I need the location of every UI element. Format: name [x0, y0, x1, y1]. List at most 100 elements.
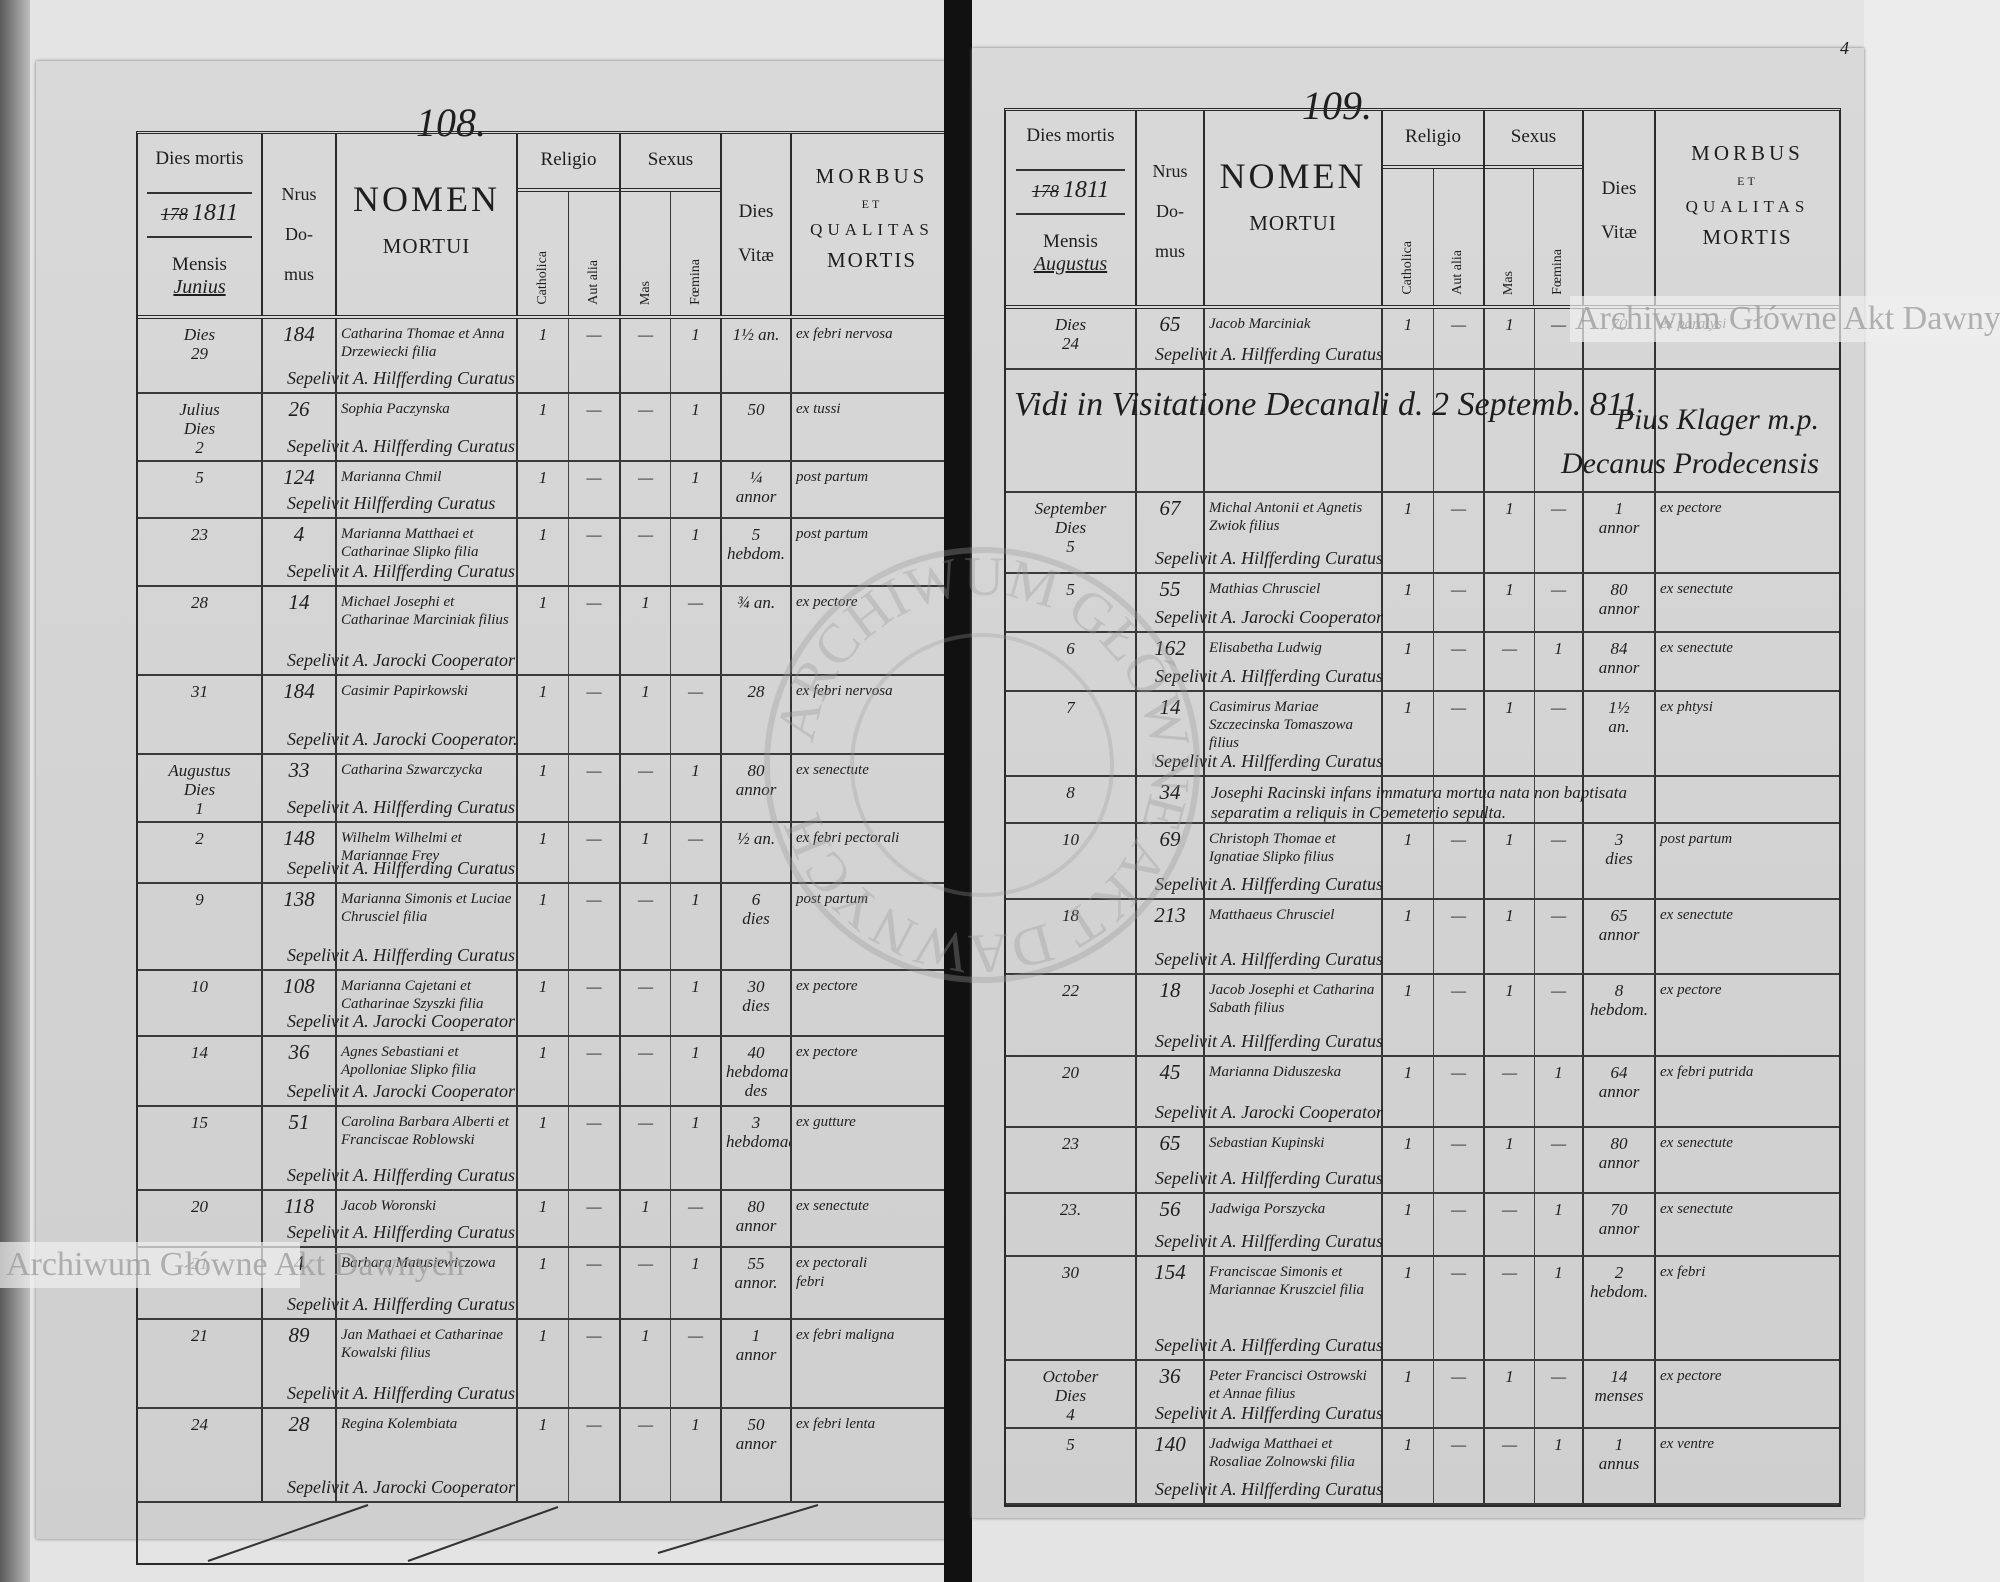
cell-age: 80 annor: [722, 1191, 792, 1246]
cell-foemina: 1: [671, 884, 722, 969]
cell-foemina: 1: [671, 1107, 722, 1189]
table-row: 5 140 Jadwiga Matthaei et Rosaliae Zolnows…: [1006, 1429, 1839, 1505]
header-sexus: Sexus Mas Fœmina: [1485, 111, 1584, 305]
cell-date: 23: [138, 519, 263, 585]
burial-note: Sepelivit A. Hilfferding Curatus: [1155, 1403, 1383, 1423]
cell-name: Sophia Paczynska: [337, 394, 518, 460]
label-mas: Mas: [637, 280, 653, 305]
cell-catholica: 1: [1383, 633, 1434, 690]
cell-cause: ex pectore: [796, 978, 858, 994]
cell-name: Mathias Chrusciel: [1205, 574, 1383, 631]
cell-date: 6: [1006, 633, 1137, 690]
cell-age: 1 annor: [1584, 493, 1656, 572]
cell-foemina: —: [1535, 824, 1584, 898]
cell-cause: ex senectute: [1660, 1135, 1733, 1151]
table-row: 2 148 Wilhelm Wilhelmi et Mariannae Frey 1—…: [138, 823, 952, 884]
cell-catholica: 1: [1383, 309, 1434, 368]
cell-age: 1½ an.: [1584, 692, 1656, 775]
cell-name: Barbara Matusiewiczowa: [337, 1248, 518, 1318]
label-religio: Religio: [1383, 111, 1483, 169]
table-row: 20 45 Marianna Diduszeska 1— —1 64 annor ex fe…: [1006, 1057, 1839, 1128]
cell-mas: —: [621, 755, 671, 821]
header-dies-vitae: Dies Vitæ: [1584, 111, 1656, 305]
year-value: 1811: [1062, 177, 1110, 203]
cell-aut-alia: —: [1434, 574, 1485, 631]
table-row: 31 184 Casimir Papirkowski 1—1—28 ex febri n…: [138, 676, 952, 755]
cell-cause: [1656, 777, 1839, 822]
burial-note: Sepelivit A. Hilfferding Curatus: [1155, 1479, 1383, 1499]
cell-aut-alia: —: [569, 1037, 621, 1105]
table-row: 21 89 Jan Mathaei et Catharinae Kowalski f…: [138, 1320, 952, 1409]
cell-cause: ex pectore: [1660, 982, 1722, 998]
cell-age: 84 annor: [1584, 633, 1656, 690]
label-mas: Mas: [1501, 270, 1516, 295]
cell-house: 18: [1137, 975, 1205, 1055]
label-morbus: MORBUS: [1691, 141, 1804, 165]
cell-foemina: 1: [671, 519, 722, 585]
cell-catholica: 1: [1383, 1429, 1434, 1503]
header-religio: Religio Catholica Aut alia: [1383, 111, 1485, 305]
cell-foemina: 1: [671, 462, 722, 517]
cell-date: 24: [138, 1409, 263, 1501]
cell-foemina: 1: [1535, 1194, 1584, 1255]
watermark-backdrop: [1570, 296, 2000, 342]
cell-cause: ex febri nervosa: [796, 683, 893, 699]
cell-mas: [1485, 777, 1535, 822]
cell-age: 3 dies: [1584, 824, 1656, 898]
cell-name: Agnes Sebastiani et Apolloniae Slipko fi…: [337, 1037, 518, 1105]
cell-mas: —: [621, 462, 671, 517]
cell-date: 7: [1006, 692, 1137, 775]
cell-name: Catharina Thomae et Anna Drzewiecki fili…: [337, 319, 518, 392]
cell-cause: ex pectore: [1660, 1368, 1722, 1384]
table-row: 6 162 Elisabetha Ludwig 1— —1 84 annor ex sene…: [1006, 633, 1839, 692]
label-do: Do-: [1156, 201, 1184, 221]
month-value: Junius: [173, 276, 226, 298]
cell-foemina: —: [671, 587, 722, 674]
cell-name: Jacob Woronski: [337, 1191, 518, 1246]
cell-aut-alia: —: [1434, 493, 1485, 572]
burial-note: Sepelivit A. Jarocki Cooperator: [1155, 607, 1383, 627]
cell-catholica: 1: [1383, 493, 1434, 572]
cell-house: 28: [263, 1409, 337, 1501]
table-row: October Dies 4 36 Peter Francisci Ostrowsk…: [1006, 1361, 1839, 1429]
label-nomen: NOMEN: [353, 179, 500, 219]
cell-aut-alia: —: [1434, 1257, 1485, 1359]
cell-age: 1 annus: [1584, 1429, 1656, 1503]
cell-foemina: —: [671, 823, 722, 882]
cell-catholica: 1: [518, 519, 569, 585]
table-row: 14 36 Agnes Sebastiani et Apolloniae Slipk…: [138, 1037, 952, 1107]
table-row: 20 118 Jacob Woronski 1—1—80 annor ex senect…: [138, 1191, 952, 1248]
cell-date: 10: [138, 971, 263, 1035]
cell-age: 50 annor: [722, 1409, 792, 1501]
label-dies: Dies: [738, 201, 774, 222]
cell-house: 213: [1137, 900, 1205, 973]
cell-date: Julius Dies 2: [138, 394, 263, 460]
cell-date: Dies 24: [1006, 309, 1137, 368]
cell-date: 5: [138, 462, 263, 517]
cell-aut-alia: —: [1434, 633, 1485, 690]
cell-catholica: 1: [1383, 1257, 1434, 1359]
year: 178 1811: [1015, 171, 1126, 215]
cell-cause: ex febri putrida: [1660, 1064, 1754, 1080]
cell-age: 80 annor: [1584, 574, 1656, 631]
cell-aut-alia: —: [1434, 824, 1485, 898]
cell-aut-alia: —: [569, 884, 621, 969]
cell-name: Marianna Cajetani et Catharinae Szyszki …: [337, 971, 518, 1035]
cell-catholica: [1383, 370, 1434, 491]
cell-house: 14: [263, 587, 337, 674]
table-row: 23 4 Marianna Matthaei et Catharinae Slipk…: [138, 519, 952, 587]
cell-mas: —: [621, 971, 671, 1035]
table-header: Dies mortis 178 1811 Mensis Augustus Nrus…: [1006, 111, 1839, 309]
cell-catholica: 1: [518, 1107, 569, 1189]
cell-house: 36: [1137, 1361, 1205, 1427]
header-dies-vitae: Dies Vitæ: [722, 134, 792, 315]
cell-name: Regina Kolembiata: [337, 1409, 518, 1501]
cell-foemina: —: [671, 1320, 722, 1407]
cell-mas: —: [621, 394, 671, 460]
cell-name: Casimirus Mariae Szczecinska Tomaszowa f…: [1205, 692, 1383, 775]
cell-name: Elisabetha Ludwig: [1205, 633, 1383, 690]
cell-catholica: 1: [1383, 824, 1434, 898]
blank-area: [138, 1503, 952, 1563]
table-row: 5 55 Mathias Chrusciel 1—1—80 annor ex senec…: [1006, 574, 1839, 633]
cell-mas: 1: [621, 1191, 671, 1246]
